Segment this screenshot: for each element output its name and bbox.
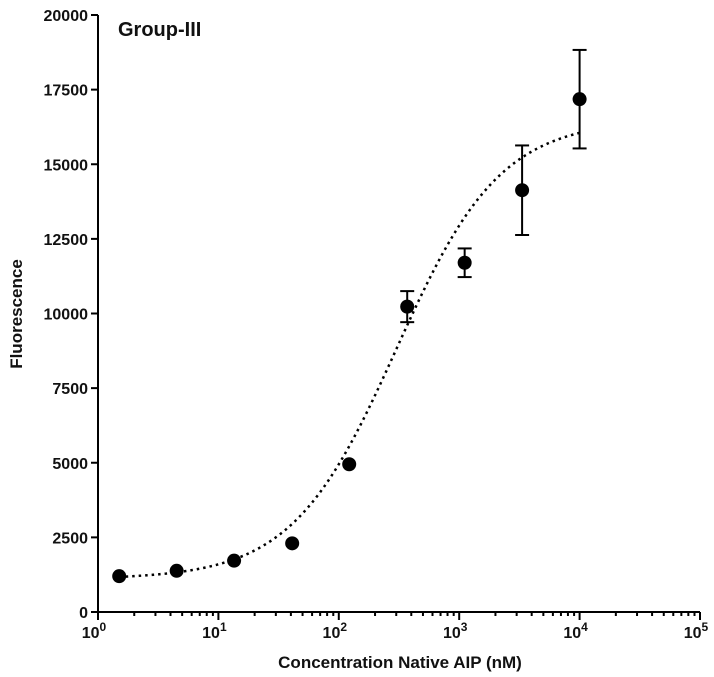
y-tick-label: 10000 (44, 307, 89, 324)
data-point (572, 92, 587, 107)
data-point (400, 299, 415, 314)
axes: 0 2500 5000 7500 10000 12500 15000 17500 20000 10… (44, 8, 709, 642)
x-tick-label: 100 (82, 620, 107, 642)
fit-curve (119, 131, 580, 579)
y-tick-label: 12500 (44, 232, 89, 249)
y-tick-label: 7500 (52, 381, 88, 398)
chart-title: Group-III (118, 19, 201, 41)
x-tick-label: 101 (202, 620, 227, 642)
data-point (342, 457, 357, 472)
x-tick-label: 104 (563, 620, 588, 642)
data-points (112, 48, 587, 584)
y-tick-label: 5000 (52, 456, 88, 473)
data-point (169, 563, 184, 578)
data-point (285, 536, 300, 551)
x-axis-label: Concentration Native AIP (nM) (278, 653, 522, 672)
y-tick-label: 17500 (44, 83, 89, 100)
y-axis-label: Fluorescence (7, 259, 26, 369)
data-point (457, 255, 472, 270)
data-point (227, 553, 242, 568)
y-tick-label: 0 (79, 605, 88, 622)
y-tick-label: 20000 (44, 8, 89, 25)
data-point (515, 183, 530, 198)
x-tick-label: 105 (684, 620, 709, 642)
data-point (112, 569, 127, 584)
y-tick-label: 2500 (52, 530, 88, 547)
y-tick-label: 15000 (44, 157, 89, 174)
fit-curve-group (119, 131, 580, 579)
x-tick-label: 103 (443, 620, 468, 642)
x-tick-label: 102 (323, 620, 348, 642)
